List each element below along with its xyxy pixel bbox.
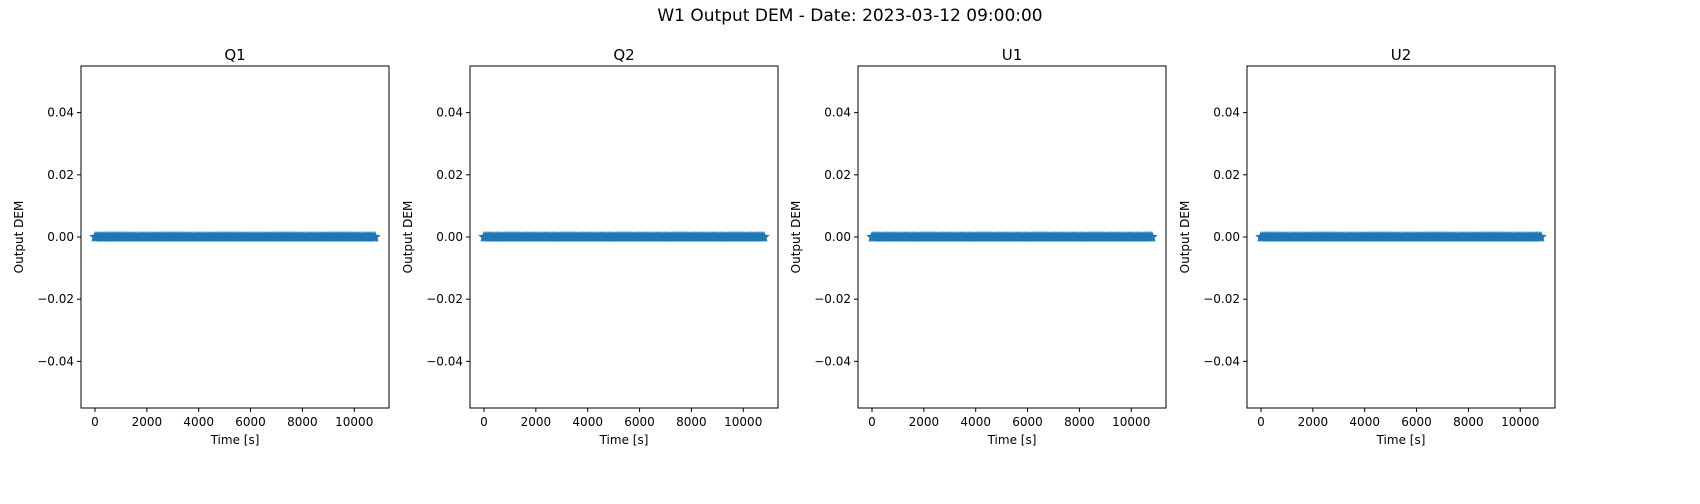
y-axis-label: Output DEM	[789, 201, 803, 274]
x-axis-label: Time [s]	[210, 433, 260, 447]
y-axis-label: Output DEM	[12, 201, 26, 274]
y-tick-label: 0.00	[824, 230, 851, 244]
x-tick-label: 4000	[572, 415, 603, 429]
x-axis-label: Time [s]	[599, 433, 649, 447]
y-tick-label: −0.04	[1203, 354, 1240, 368]
data-point	[369, 231, 381, 242]
y-tick-label: −0.02	[814, 292, 851, 306]
y-tick-label: 0.02	[436, 168, 463, 182]
subplot-u2: 0 2000 4000 6000 8000 10000 −0.04 −0.02 0.00 0.02…	[1178, 46, 1556, 447]
x-tick-label: 10000	[335, 415, 373, 429]
x-tick-label: 6000	[1401, 415, 1432, 429]
y-tick-label: 0.04	[47, 106, 74, 120]
x-tick-label: 0	[91, 415, 99, 429]
x-tick-label: 2000	[909, 415, 940, 429]
y-tick-label: 0.02	[824, 168, 851, 182]
y-tick-label: −0.02	[426, 292, 463, 306]
series-points	[1255, 231, 1547, 242]
data-point	[1535, 231, 1547, 242]
y-tick-label: 0.04	[436, 106, 463, 120]
x-tick-label: 0	[868, 415, 876, 429]
x-tick-label: 8000	[1064, 415, 1095, 429]
data-point	[758, 231, 770, 242]
y-tick-label: −0.04	[37, 354, 74, 368]
subplot-title: U2	[1391, 46, 1412, 64]
y-tick-label: 0.02	[1213, 168, 1240, 182]
y-tick-label: −0.04	[814, 354, 851, 368]
y-axis-label: Output DEM	[401, 201, 415, 274]
data-point	[1146, 231, 1158, 242]
subplot-title: Q1	[224, 46, 245, 64]
x-tick-label: 4000	[1349, 415, 1380, 429]
y-tick-label: −0.04	[426, 354, 463, 368]
x-tick-label: 0	[1257, 415, 1265, 429]
x-tick-label: 2000	[132, 415, 163, 429]
y-tick-label: −0.02	[37, 292, 74, 306]
x-tick-label: 10000	[1501, 415, 1539, 429]
series-points	[478, 231, 770, 242]
x-tick-label: 0	[480, 415, 488, 429]
x-tick-label: 8000	[676, 415, 707, 429]
subplot-title: U1	[1002, 46, 1023, 64]
x-tick-label: 8000	[287, 415, 318, 429]
y-tick-label: 0.00	[436, 230, 463, 244]
y-tick-label: 0.04	[824, 106, 851, 120]
y-tick-label: −0.02	[1203, 292, 1240, 306]
subplot-u1: 0 2000 4000 6000 8000 10000 −0.04 −0.02 0.00 0.02…	[789, 46, 1167, 447]
x-axis-label: Time [s]	[1376, 433, 1426, 447]
series-points	[89, 231, 381, 242]
x-tick-label: 2000	[1298, 415, 1329, 429]
x-tick-label: 6000	[235, 415, 266, 429]
subplot-q2: 0 2000 4000 6000 8000 10000 −0.04 −0.02 0.00 0.02…	[401, 46, 779, 447]
x-tick-label: 4000	[960, 415, 991, 429]
x-tick-label: 4000	[183, 415, 214, 429]
x-tick-label: 8000	[1453, 415, 1484, 429]
y-tick-label: 0.00	[47, 230, 74, 244]
subplot-title: Q2	[613, 46, 634, 64]
x-axis-label: Time [s]	[987, 433, 1037, 447]
y-axis-label: Output DEM	[1178, 201, 1192, 274]
series-points	[866, 231, 1158, 242]
y-tick-label: 0.02	[47, 168, 74, 182]
y-tick-label: 0.00	[1213, 230, 1240, 244]
x-tick-label: 6000	[624, 415, 655, 429]
x-tick-label: 2000	[521, 415, 552, 429]
subplot-q1: 0 2000 4000 6000 8000 10000 −0.04 −0.02 0.00 0.02…	[12, 46, 390, 447]
figure-title: W1 Output DEM - Date: 2023-03-12 09:00:0…	[657, 6, 1043, 26]
y-tick-label: 0.04	[1213, 106, 1240, 120]
x-tick-label: 6000	[1012, 415, 1043, 429]
x-tick-label: 10000	[1112, 415, 1150, 429]
x-tick-label: 10000	[724, 415, 762, 429]
